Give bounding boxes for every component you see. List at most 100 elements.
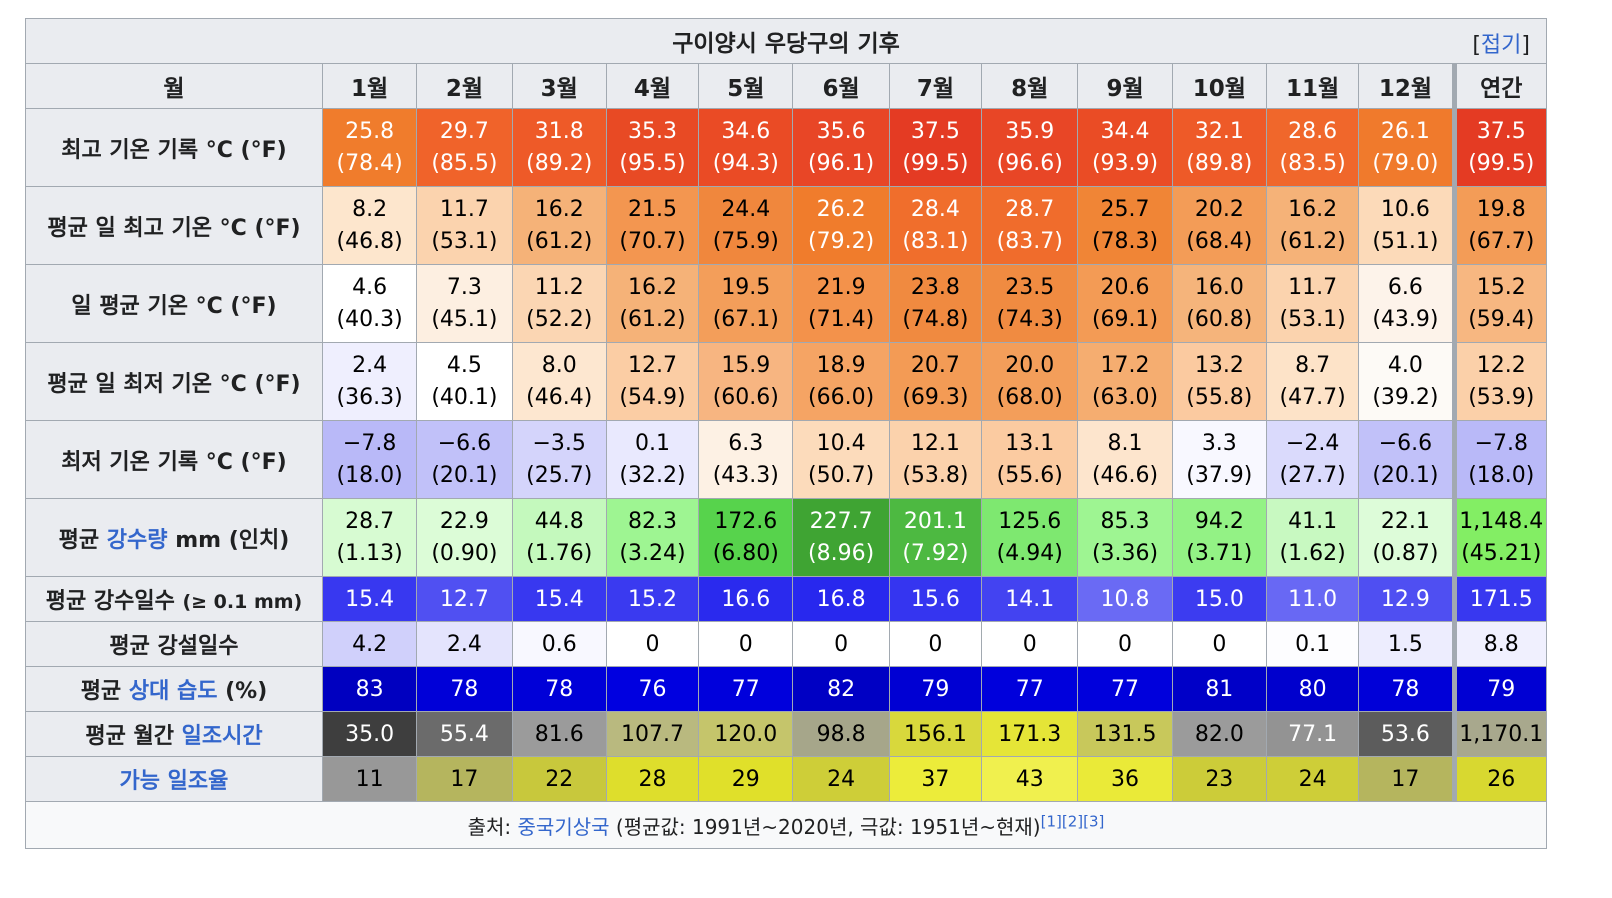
month-header-2: 2월 (416, 63, 513, 109)
celsius-value: −6.6 (437, 430, 492, 456)
data-cell: 82.0 (1171, 711, 1267, 757)
celsius-value: 13.1 (1005, 430, 1055, 456)
data-cell: 15.4 (511, 576, 607, 622)
data-cell: 85.3 (3.36) (1077, 498, 1173, 577)
sunshine-label-link[interactable]: 일조시간 (181, 724, 263, 749)
secondary-value: (68.4) (1186, 228, 1253, 254)
secondary-value: (40.3) (336, 306, 403, 332)
data-cell: 15.0 (1171, 576, 1267, 622)
secondary-value: (67.1) (712, 306, 779, 332)
data-cell: 0 (792, 621, 890, 667)
secondary-value: (51.1) (1372, 228, 1439, 254)
possible-sunshine-label-link[interactable]: 가능 일조율 (119, 769, 229, 794)
secondary-value: (63.0) (1091, 384, 1159, 410)
data-cell: 11.7 (53.1) (1265, 264, 1360, 343)
secondary-value: (8.96) (808, 540, 875, 566)
data-cell: 0.1 (1265, 621, 1360, 667)
collapse-link[interactable]: 접기 (1480, 33, 1522, 58)
data-cell: 29 (698, 756, 794, 802)
data-cell: 78 (511, 666, 607, 712)
data-cell: 17.2 (63.0) (1077, 342, 1173, 421)
data-cell: 4.5 (40.1) (416, 342, 513, 421)
data-cell: 23 (1171, 756, 1267, 802)
humidity-label-post: (%) (217, 679, 268, 704)
secondary-value: (3.71) (1186, 540, 1253, 566)
secondary-value: (69.3) (902, 384, 969, 410)
data-cell: 23.5 (74.3) (981, 264, 1079, 343)
secondary-value: (83.5) (1279, 150, 1346, 176)
secondary-value: (99.5) (902, 150, 969, 176)
data-cell: 25.8 (78.4) (321, 108, 418, 187)
data-cell: 12.2 (53.9) (1451, 342, 1548, 421)
secondary-value: (45.1) (431, 306, 498, 332)
celsius-value: 201.1 (903, 508, 967, 534)
data-cell: 19.8 (67.7) (1451, 186, 1548, 265)
data-cell: 18.9 (66.0) (792, 342, 890, 421)
secondary-value: (61.2) (1279, 228, 1346, 254)
data-cell: 227.7 (8.96) (792, 498, 890, 577)
data-cell: −3.5 (25.7) (511, 420, 607, 499)
celsius-value: 20.6 (1100, 274, 1150, 300)
celsius-value: 16.2 (628, 274, 677, 300)
secondary-value: (85.5) (431, 150, 498, 176)
month-header-8: 8월 (981, 63, 1079, 109)
data-cell: 79 (1451, 666, 1548, 712)
secondary-value: (95.5) (619, 150, 686, 176)
month-header-5: 5월 (698, 63, 794, 109)
data-cell: 81.6 (511, 711, 607, 757)
data-cell: 35.0 (321, 711, 418, 757)
secondary-value: (68.0) (996, 384, 1063, 410)
data-cell: 23.8 (74.8) (888, 264, 983, 343)
data-cell: 8.2 (46.8) (321, 186, 418, 265)
celsius-value: −6.6 (1378, 430, 1433, 456)
data-cell: 22.1 (0.87) (1358, 498, 1455, 577)
mean-label: 일 평균 기온 °C (°F) (25, 264, 323, 343)
celsius-value: 25.8 (345, 118, 395, 144)
month-header-3: 3월 (511, 63, 607, 109)
data-cell: 17 (1358, 756, 1455, 802)
celsius-value: 12.7 (628, 352, 677, 378)
data-cell: 15.2 (59.4) (1451, 264, 1548, 343)
celsius-value: 4.0 (1387, 352, 1423, 378)
precip-days-label: 평균 강수일수 (≥ 0.1 mm) (25, 576, 323, 622)
secondary-value: (55.6) (996, 462, 1063, 488)
precip-days-label-small: (≥ 0.1 mm) (182, 591, 303, 613)
data-cell: 55.4 (416, 711, 513, 757)
secondary-value: (96.1) (808, 150, 875, 176)
data-cell: 4.2 (321, 621, 418, 667)
secondary-value: (27.7) (1279, 462, 1346, 488)
source-prefix: 출처: (467, 814, 518, 839)
mean-label: 일 평균 기온 °C (°F) (71, 293, 277, 319)
data-cell: 1,170.1 (1451, 711, 1548, 757)
month-header-7: 7월 (888, 63, 983, 109)
reference-links[interactable]: [1][2][3] (1040, 811, 1105, 830)
data-cell: 2.4 (416, 621, 513, 667)
data-cell: 35.6 (96.1) (792, 108, 890, 187)
celsius-value: −3.5 (532, 430, 586, 456)
precip-label-link[interactable]: 강수량 (106, 527, 168, 553)
data-cell: 24 (792, 756, 890, 802)
celsius-value: 25.7 (1100, 196, 1150, 222)
celsius-value: 37.5 (910, 118, 960, 144)
celsius-value: 28.4 (910, 196, 960, 222)
humidity-row: 평균 상대 습도 (%) 83 78 78 76 77 82 79 77 77 81 80 78 79 (25, 666, 1548, 712)
secondary-value: (79.0) (1372, 150, 1439, 176)
data-cell: 131.5 (1077, 711, 1173, 757)
humidity-label-link[interactable]: 상대 습도 (128, 679, 218, 704)
celsius-value: 11.7 (439, 196, 489, 222)
celsius-value: 125.6 (998, 508, 1062, 534)
celsius-value: 26.1 (1380, 118, 1430, 144)
celsius-value: 172.6 (714, 508, 778, 534)
data-cell: −7.8 (18.0) (1451, 420, 1548, 499)
data-cell: 25.7 (78.3) (1077, 186, 1173, 265)
data-cell: 13.2 (55.8) (1171, 342, 1267, 421)
data-cell: 35.9 (96.6) (981, 108, 1079, 187)
secondary-value: (61.2) (619, 306, 686, 332)
celsius-value: 28.7 (345, 508, 395, 534)
secondary-value: (20.1) (1372, 462, 1439, 488)
data-cell: 16.2 (61.2) (511, 186, 607, 265)
record-high-row: 최고 기온 기록 °C (°F) 25.8 (78.4) 29.7 (85.5) 31.8… (25, 108, 1548, 187)
record-high-label: 최고 기온 기록 °C (°F) (61, 137, 287, 163)
celsius-value: 20.2 (1194, 196, 1244, 222)
source-link[interactable]: 중국기상국 (517, 814, 610, 839)
